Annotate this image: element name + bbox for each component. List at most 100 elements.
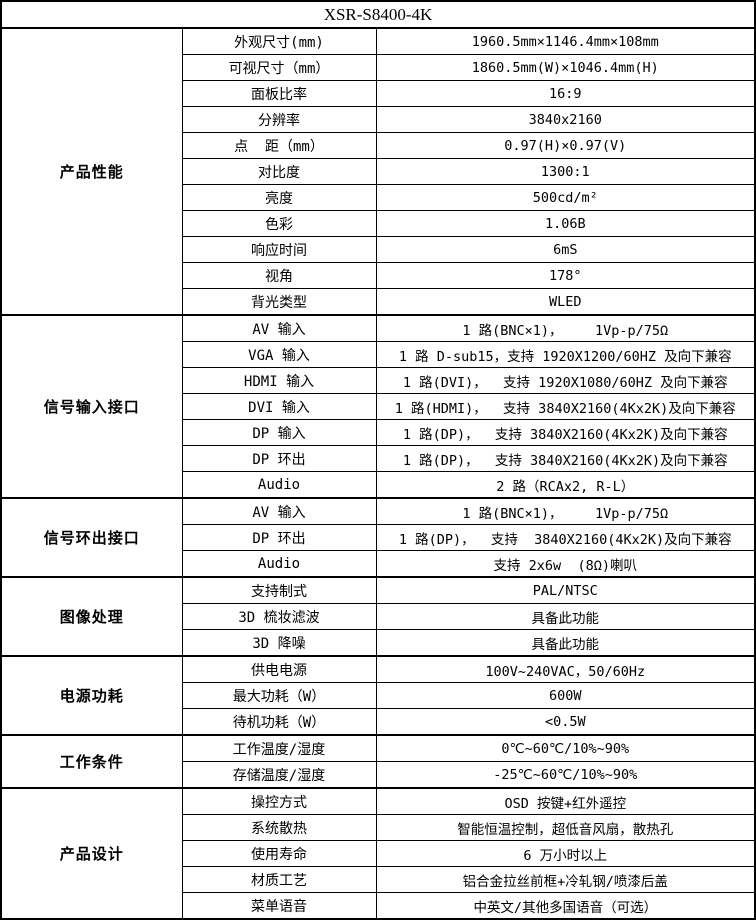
category-cell: 工作条件 xyxy=(0,734,183,789)
table-row: DP 环出 1 路(DP)， 支持 3840X2160(4Kx2K)及向下兼容 xyxy=(1,524,756,551)
spec-value-cell: 6mS xyxy=(375,236,756,263)
spec-label-cell: DVI 输入 xyxy=(181,393,377,420)
table-row: HDMI 输入 1 路(DVI)， 支持 1920X1080/60HZ 及向下兼容 xyxy=(1,367,756,394)
spec-label-cell: 存储温度/湿度 xyxy=(181,761,377,789)
spec-label-cell: 亮度 xyxy=(181,184,377,211)
spec-label-cell: 3D 降噪 xyxy=(181,629,377,657)
spec-value-cell: 2 路（RCAx2, R-L） xyxy=(375,471,756,499)
table-row: DP 环出 1 路(DP)， 支持 3840X2160(4Kx2K)及向下兼容 xyxy=(1,445,756,472)
spec-label-cell: 支持制式 xyxy=(181,576,377,604)
spec-label-cell: 3D 梳妆滤波 xyxy=(181,603,377,630)
spec-value-cell: 1.06B xyxy=(375,210,756,237)
table-row: 系统散热 智能恒温控制，超低音风扇，散热孔 xyxy=(1,814,756,841)
table-row: 最大功耗（W） 600W xyxy=(1,682,756,709)
category-cell: 电源功耗 xyxy=(0,655,183,736)
table-row: 信号输入接口 AV 输入 1 路(BNC×1)， 1Vp-p/75Ω xyxy=(0,314,756,499)
table-row: 响应时间 6mS xyxy=(1,236,756,263)
spec-label-cell: 系统散热 xyxy=(181,814,377,841)
spec-value-cell: 0.97(H)×0.97(V) xyxy=(375,132,756,159)
table-row: 图像处理 支持制式 PAL/NTSC xyxy=(0,576,756,657)
spec-label-cell: 色彩 xyxy=(181,210,377,237)
category-cell: 信号输入接口 xyxy=(0,314,183,499)
table-row: 3D 梳妆滤波 具备此功能 xyxy=(1,603,756,630)
spec-value-cell: 1 路(BNC×1)， 1Vp-p/75Ω xyxy=(375,314,756,342)
spec-value-cell: 1 路(DP)， 支持 3840X2160(4Kx2K)及向下兼容 xyxy=(375,445,756,472)
spec-label-cell: 点 距（mm） xyxy=(181,132,377,159)
spec-value-cell: 1 路 D-sub15，支持 1920X1200/60HZ 及向下兼容 xyxy=(375,341,756,368)
spec-value-cell: -25℃~60℃/10%~90% xyxy=(375,761,756,789)
spec-label-cell: DP 环出 xyxy=(181,445,377,472)
spec-label-cell: 操控方式 xyxy=(181,787,377,815)
spec-value-cell: OSD 按键+红外遥控 xyxy=(375,787,756,815)
spec-value-cell: 1 路(DP)， 支持 3840X2160(4Kx2K)及向下兼容 xyxy=(375,419,756,446)
spec-label-cell: 材质工艺 xyxy=(181,866,377,893)
spec-value-cell: 16:9 xyxy=(375,80,756,107)
spec-label-cell: 工作温度/湿度 xyxy=(181,734,377,762)
table-row: 电源功耗 供电电源 100V~240VAC，50/60Hz xyxy=(0,655,756,736)
spec-label-cell: 待机功耗（W） xyxy=(181,708,377,736)
spec-value-cell: 智能恒温控制，超低音风扇，散热孔 xyxy=(375,814,756,841)
category-cell: 产品设计 xyxy=(0,787,183,920)
spec-label-cell: 视角 xyxy=(181,262,377,289)
spec-value-cell: 178° xyxy=(375,262,756,289)
spec-label-cell: 外观尺寸(mm) xyxy=(181,27,377,55)
spec-value-cell: 1300:1 xyxy=(375,158,756,185)
spec-label-cell: 分辨率 xyxy=(181,106,377,133)
table-row: 产品性能 外观尺寸(mm) 1960.5mm×1146.4mm×108mm xyxy=(0,27,756,316)
table-row: Audio 2 路（RCAx2, R-L） xyxy=(1,471,756,499)
spec-value-cell: 1 路(HDMI)， 支持 3840X2160(4Kx2K)及向下兼容 xyxy=(375,393,756,420)
table-row: 分辨率 3840x2160 xyxy=(1,106,756,133)
spec-label-cell: 对比度 xyxy=(181,158,377,185)
spec-label-cell: 可视尺寸（mm） xyxy=(181,54,377,81)
spec-value-cell: 具备此功能 xyxy=(375,603,756,630)
spec-value-cell: 铝合金拉丝前框+冷轧钢/喷漆后盖 xyxy=(375,866,756,893)
table-row: 背光类型 WLED xyxy=(1,288,756,316)
category-cell: 信号环出接口 xyxy=(0,497,183,578)
spec-value-cell: 支持 2x6w (8Ω)喇叭 xyxy=(375,550,756,578)
spec-value-cell: 1 路(DP)， 支持 3840X2160(4Kx2K)及向下兼容 xyxy=(375,524,756,551)
spec-value-cell: 1 路(BNC×1)， 1Vp-p/75Ω xyxy=(375,497,756,525)
product-model-title: XSR-S8400-4K xyxy=(0,0,756,29)
spec-label-cell: 供电电源 xyxy=(181,655,377,683)
table-row: 点 距（mm） 0.97(H)×0.97(V) xyxy=(1,132,756,159)
spec-value-cell: <0.5W xyxy=(375,708,756,736)
table-row: 可视尺寸（mm） 1860.5mm(W)×1046.4mm(H) xyxy=(1,54,756,81)
spec-value-cell: 6 万小时以上 xyxy=(375,840,756,867)
spec-value-cell: 1860.5mm(W)×1046.4mm(H) xyxy=(375,54,756,81)
spec-label-cell: 面板比率 xyxy=(181,80,377,107)
table-row: 产品设计 操控方式 OSD 按键+红外遥控 xyxy=(0,787,756,920)
category-cell: 图像处理 xyxy=(0,576,183,657)
spec-value-cell: 100V~240VAC，50/60Hz xyxy=(375,655,756,683)
spec-value-cell: 1 路(DVI)， 支持 1920X1080/60HZ 及向下兼容 xyxy=(375,367,756,394)
table-header-row: XSR-S8400-4K xyxy=(0,0,756,29)
table-row: 工作条件 工作温度/湿度 0℃~60℃/10%~90% xyxy=(0,734,756,789)
spec-value-cell: 1960.5mm×1146.4mm×108mm xyxy=(375,27,756,55)
spec-label-cell: 使用寿命 xyxy=(181,840,377,867)
spec-label-cell: AV 输入 xyxy=(181,314,377,342)
spec-label-cell: VGA 输入 xyxy=(181,341,377,368)
table-row: 面板比率 16:9 xyxy=(1,80,756,107)
spec-label-cell: HDMI 输入 xyxy=(181,367,377,394)
spec-value-cell: WLED xyxy=(375,288,756,316)
spec-value-cell: 0℃~60℃/10%~90% xyxy=(375,734,756,762)
spec-label-cell: DP 环出 xyxy=(181,524,377,551)
spec-value-cell: PAL/NTSC xyxy=(375,576,756,604)
spec-value-cell: 600W xyxy=(375,682,756,709)
spec-label-cell: 菜单语音 xyxy=(181,892,377,920)
spec-label-cell: Audio xyxy=(181,550,377,578)
table-row: 视角 178° xyxy=(1,262,756,289)
spec-value-cell: 3840x2160 xyxy=(375,106,756,133)
table-row: 亮度 500cd/m² xyxy=(1,184,756,211)
table-row: VGA 输入 1 路 D-sub15，支持 1920X1200/60HZ 及向下兼… xyxy=(1,341,756,368)
spec-label-cell: Audio xyxy=(181,471,377,499)
spec-label-cell: 背光类型 xyxy=(181,288,377,316)
spec-label-cell: DP 输入 xyxy=(181,419,377,446)
table-row: 信号环出接口 AV 输入 1 路(BNC×1)， 1Vp-p/75Ω xyxy=(0,497,756,578)
category-cell: 产品性能 xyxy=(0,27,183,316)
spec-value-cell: 具备此功能 xyxy=(375,629,756,657)
spec-label-cell: 最大功耗（W） xyxy=(181,682,377,709)
table-row: 使用寿命 6 万小时以上 xyxy=(1,840,756,867)
spec-label-cell: 响应时间 xyxy=(181,236,377,263)
spec-value-cell: 500cd/m² xyxy=(375,184,756,211)
